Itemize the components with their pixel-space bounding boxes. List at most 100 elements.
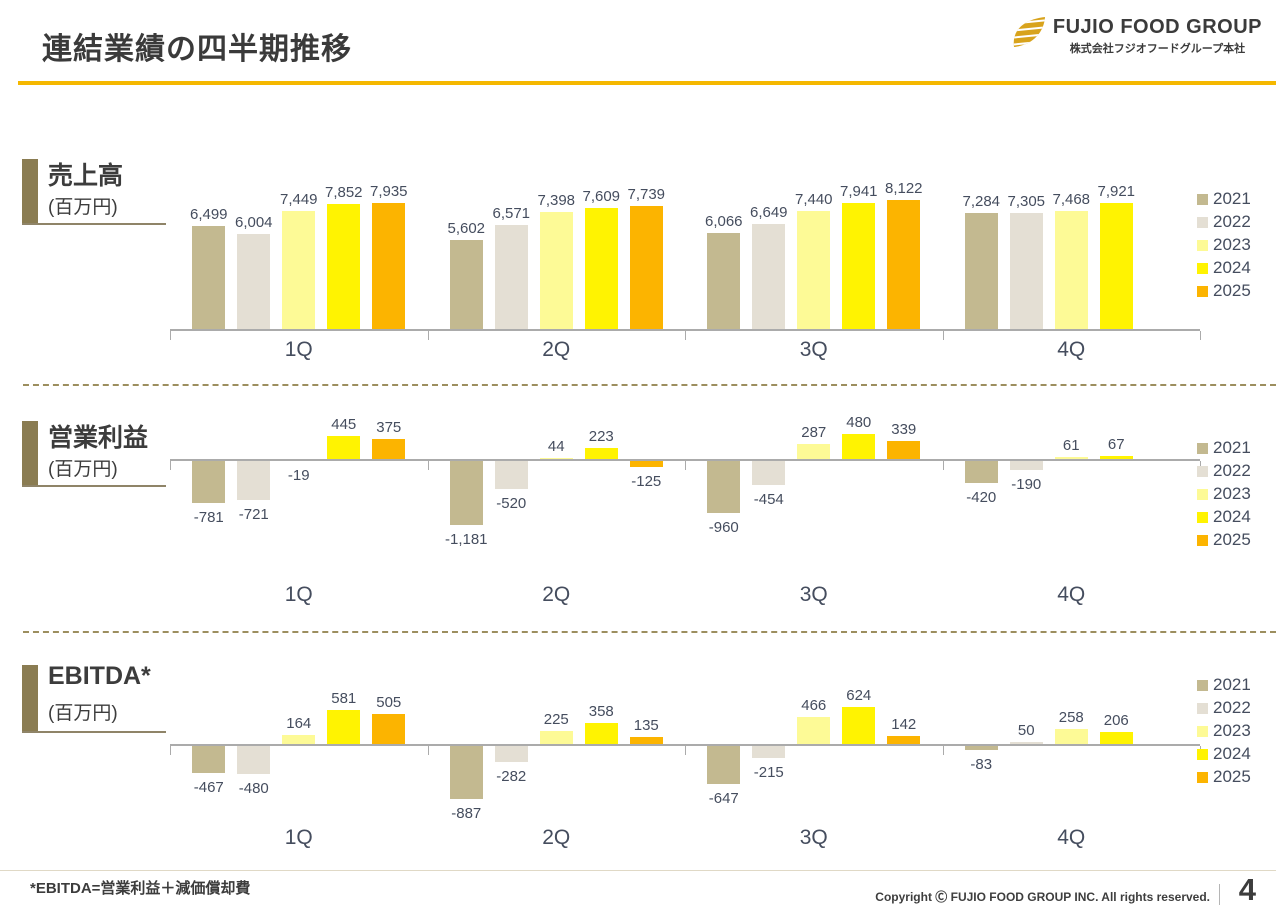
bar-value: 7,468 <box>1052 191 1091 208</box>
bar-value: -520 <box>496 495 527 512</box>
bar-value: 6,571 <box>492 205 531 222</box>
section-divider-2 <box>23 631 1276 633</box>
legend-label: 2022 <box>1213 698 1251 717</box>
bar-2021-3Q <box>707 745 741 784</box>
bar-value: 225 <box>543 711 569 728</box>
legend-item-2021: 2021 <box>1197 438 1251 458</box>
bar-2024-2Q <box>584 208 618 330</box>
quarter-label: 1Q <box>284 338 313 361</box>
company-logo: FUJIO FOOD GROUP 株式会社フジオフードグループ本社 <box>1011 16 1262 56</box>
bar-value: 164 <box>286 715 312 732</box>
bar-value: 206 <box>1103 712 1129 729</box>
section-rule-operating <box>22 485 166 487</box>
legend-swatch-2022 <box>1197 216 1208 228</box>
bar-2022-2Q <box>494 745 528 762</box>
legend-item-2023: 2023 <box>1197 484 1251 504</box>
footer-separator <box>1219 884 1220 905</box>
bar-value: 287 <box>801 424 827 441</box>
legend-item-2022: 2022 <box>1197 461 1251 481</box>
bar-2024-4Q <box>1099 203 1133 330</box>
bar-value: -887 <box>451 805 482 822</box>
page-number: 4 <box>1238 872 1256 907</box>
legend-item-2025: 2025 <box>1197 530 1251 550</box>
bar-value: 7,935 <box>369 183 408 200</box>
legend-swatch-2021 <box>1197 679 1208 691</box>
legend-swatch-2025 <box>1197 771 1208 783</box>
bar-2025-1Q <box>372 439 406 460</box>
legend-swatch-2025 <box>1197 285 1208 297</box>
bar-2024-3Q <box>842 434 876 460</box>
bar-2022-3Q <box>752 460 786 485</box>
bar-2024-1Q <box>327 710 361 745</box>
legend-item-2022: 2022 <box>1197 698 1251 718</box>
bar-2022-4Q <box>1009 213 1043 330</box>
legend-item-2025: 2025 <box>1197 767 1251 787</box>
legend-swatch-2021 <box>1197 442 1208 454</box>
bar-value: -480 <box>238 780 269 797</box>
section-title-operating: 営業利益 <box>48 424 149 452</box>
legend-label: 2023 <box>1213 235 1251 254</box>
bar-2024-4Q <box>1099 456 1133 460</box>
quarter-label: 4Q <box>1057 338 1086 361</box>
bar-2022-4Q <box>1009 460 1043 470</box>
axis-tick <box>685 746 686 755</box>
bar-2025-3Q <box>887 736 921 745</box>
bar-2022-3Q <box>752 745 786 758</box>
legend-swatch-2024 <box>1197 511 1208 523</box>
bar-value: -215 <box>753 764 784 781</box>
bar-2023-2Q <box>539 731 573 745</box>
bar-2025-2Q <box>629 206 663 330</box>
bar-2021-1Q <box>192 745 226 773</box>
bar-value: 258 <box>1058 709 1084 726</box>
legend-label: 2022 <box>1213 212 1251 231</box>
quarter-label: 1Q <box>284 583 313 606</box>
quarter-label: 2Q <box>542 583 571 606</box>
bar-value: -83 <box>970 756 993 773</box>
quarter-label: 3Q <box>799 826 828 849</box>
bar-value: 505 <box>376 694 402 711</box>
bar-value: -467 <box>193 779 224 796</box>
bar-2023-4Q <box>1054 211 1088 330</box>
bar-value: 480 <box>846 414 872 431</box>
axis-tick <box>170 746 171 755</box>
bar-2023-2Q <box>539 212 573 330</box>
footnote: *EBITDA=営業利益＋減価償却費 <box>30 880 251 897</box>
copyright: Copyright Ⓒ FUJIO FOOD GROUP INC. All ri… <box>875 890 1210 904</box>
bar-2024-3Q <box>842 203 876 330</box>
bar-value: 624 <box>846 687 872 704</box>
bar-2023-4Q <box>1054 457 1088 460</box>
bar-value: 7,852 <box>324 184 363 201</box>
bar-value: 44 <box>547 438 565 455</box>
legend-label: 2025 <box>1213 767 1251 786</box>
page-title: 連結業績の四半期推移 <box>42 33 352 66</box>
bar-2023-3Q <box>797 444 831 460</box>
bar-value: 7,941 <box>839 183 878 200</box>
bar-2021-4Q <box>964 213 998 330</box>
section-accent-bar-operating <box>22 421 38 485</box>
bar-2023-2Q <box>539 458 573 460</box>
bar-2022-2Q <box>494 460 528 489</box>
legend-swatch-2025 <box>1197 534 1208 546</box>
quarter-label: 3Q <box>799 583 828 606</box>
bar-2023-1Q <box>282 211 316 330</box>
bar-value: -19 <box>287 467 310 484</box>
bar-2024-1Q <box>327 436 361 460</box>
bar-value: 8,122 <box>884 180 923 197</box>
bar-2022-1Q <box>237 460 271 500</box>
bar-2025-1Q <box>372 203 406 330</box>
bar-2022-3Q <box>752 224 786 330</box>
bar-value: 7,284 <box>962 193 1001 210</box>
bar-2021-3Q <box>707 233 741 330</box>
axis-tick <box>1200 746 1201 755</box>
bar-2025-3Q <box>887 200 921 330</box>
bar-2024-2Q <box>584 448 618 460</box>
bar-2023-4Q <box>1054 729 1088 745</box>
bar-value: 375 <box>376 419 402 436</box>
bar-value: 142 <box>891 716 917 733</box>
legend-swatch-2021 <box>1197 193 1208 205</box>
bar-2024-3Q <box>842 707 876 745</box>
section-accent-bar-sales <box>22 159 38 223</box>
